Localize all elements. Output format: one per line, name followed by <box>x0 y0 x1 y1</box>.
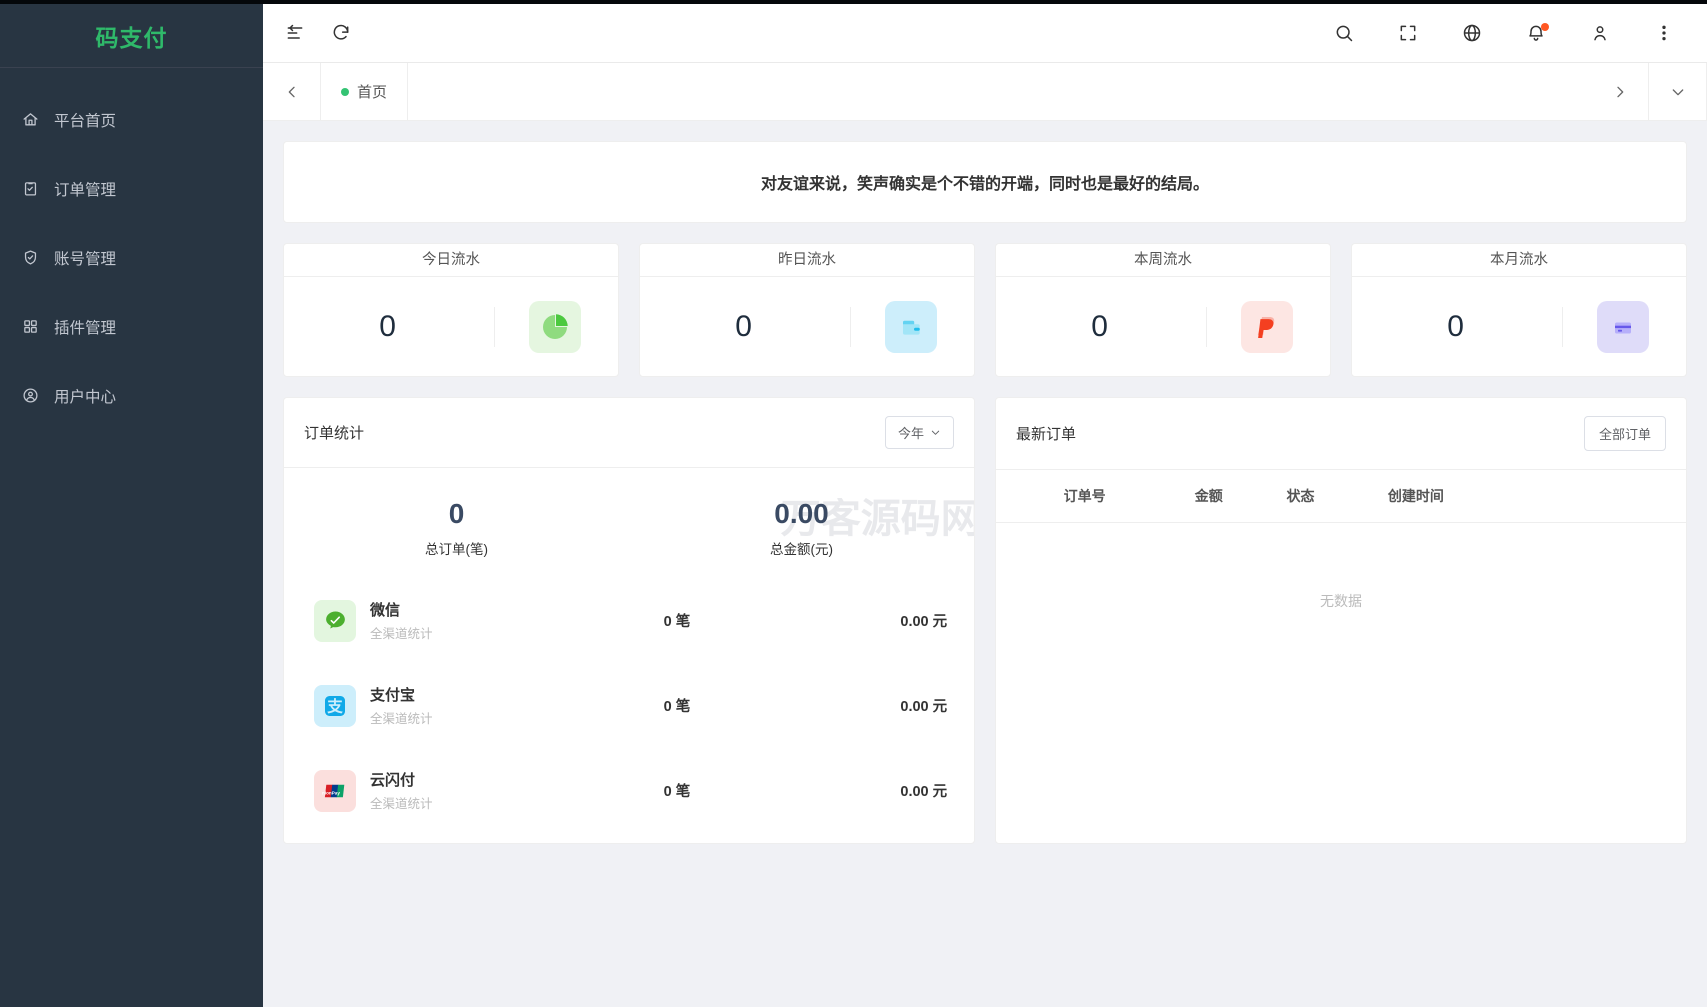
svg-text:支: 支 <box>326 696 343 715</box>
svg-text:UnionPay: UnionPay <box>322 790 340 795</box>
